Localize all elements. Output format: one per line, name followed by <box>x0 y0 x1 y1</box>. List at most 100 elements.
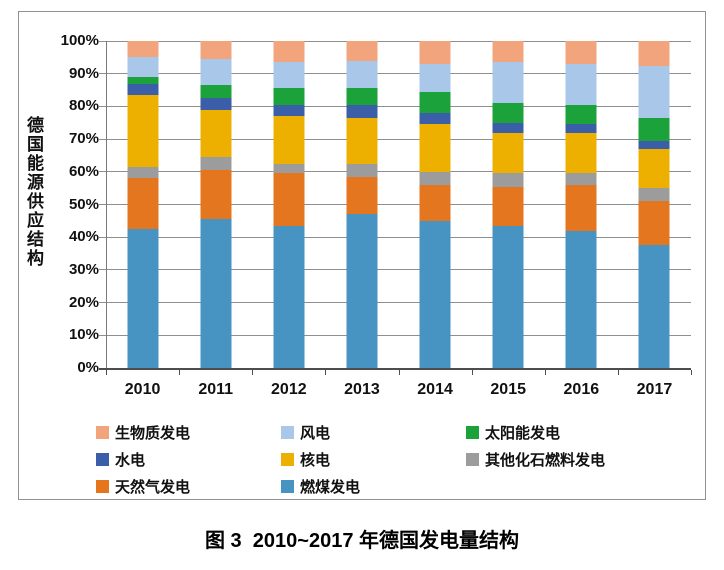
bar-segment <box>127 77 159 84</box>
stacked-bar-2012 <box>273 41 305 368</box>
bar-segment <box>200 41 232 60</box>
x-axis <box>99 368 691 370</box>
y-tick-label-100: 100% <box>60 32 99 49</box>
bar-column-2014 <box>399 41 472 368</box>
x-axis-tick <box>691 370 692 375</box>
bar-segment <box>638 117 670 141</box>
bar-segment <box>565 41 597 64</box>
stacked-bar-2017 <box>638 41 670 368</box>
gridline-60 <box>99 171 691 173</box>
bar-segment <box>638 148 670 189</box>
bar-segment <box>346 88 378 105</box>
gridline-70 <box>99 138 691 140</box>
x-tick-label-2016: 2016 <box>563 381 600 398</box>
bar-segment <box>346 60 378 89</box>
gridline-50 <box>99 204 691 205</box>
gridline-40 <box>99 236 691 238</box>
bar-segment <box>565 104 597 125</box>
x-tick-label-2017: 2017 <box>636 381 673 398</box>
bar-segment <box>492 186 524 226</box>
bar-segment <box>638 41 670 66</box>
figure-caption: 图 3 2010~2017 年德国发电量结构 <box>204 530 519 552</box>
y-tick-label-20: 20% <box>68 293 99 311</box>
x-tick-label-2012: 2012 <box>271 381 307 398</box>
bar-segment <box>492 132 524 174</box>
bar-segment <box>346 176 378 215</box>
x-axis-tick <box>398 370 400 375</box>
bar-segment <box>273 116 305 164</box>
bar-segment <box>565 184 597 231</box>
bar-segment <box>273 163 305 174</box>
bar-segment <box>127 94 159 167</box>
bar-segment <box>127 229 159 368</box>
bar-segment <box>200 98 232 110</box>
legend-label: 燃煤发电 <box>300 479 361 496</box>
x-axis-tick <box>544 370 546 375</box>
bar-segment <box>346 117 378 164</box>
legend-label: 水电 <box>115 452 146 469</box>
bar-segment <box>419 184 451 221</box>
legend-swatch <box>466 453 479 466</box>
bar-column-2011 <box>179 41 252 368</box>
bar-column-2017 <box>618 41 691 368</box>
y-axis-title: 德国能源供应结构 <box>24 116 43 268</box>
stacked-bar-2014 <box>419 41 451 368</box>
y-tick-label-50: 50% <box>68 195 99 213</box>
x-tick-label-2011: 2011 <box>198 381 234 398</box>
legend-label: 风电 <box>300 425 331 442</box>
bar-segment <box>273 104 305 117</box>
bar-column-2010 <box>106 41 179 368</box>
y-tick-label-0: 0% <box>77 359 99 376</box>
x-tick-label-2015: 2015 <box>490 381 526 398</box>
x-tick-label-2014: 2014 <box>417 381 453 398</box>
x-axis-tick <box>252 370 254 375</box>
gridline-90 <box>99 73 691 75</box>
gridline-30 <box>99 269 691 271</box>
stacked-bar-2016 <box>565 41 597 368</box>
legend: 生物质发电 风电 太阳能发电 水电 核电 其他化石燃料发电 天然气发电 燃煤发电 <box>96 419 692 500</box>
bar-segment <box>565 124 597 133</box>
legend-label: 太阳能发电 <box>485 425 561 442</box>
stacked-bar-2015 <box>492 41 524 368</box>
bar-segment <box>346 104 378 118</box>
gridline-80 <box>99 105 691 107</box>
legend-swatch <box>281 426 294 439</box>
bar-segment <box>200 59 232 86</box>
chart-panel: 德国能源供应结构 2010 2011 2012 2013 2014 2015 2016 201… <box>18 11 706 500</box>
bar-segment <box>492 41 524 63</box>
bar-segment <box>419 41 451 64</box>
bar-segment <box>346 163 378 177</box>
bar-segment <box>200 85 232 99</box>
x-tick-label-2013: 2013 <box>344 381 380 398</box>
y-axis <box>106 41 107 369</box>
gridline-20 <box>99 302 691 304</box>
x-axis-tick <box>106 370 107 375</box>
bar-segment <box>492 225 524 368</box>
stacked-bar-2010 <box>127 41 159 368</box>
bar-segment <box>492 62 524 104</box>
y-tick-label-80: 80% <box>68 97 99 115</box>
bar-segment <box>565 230 597 368</box>
bar-segment <box>638 245 670 368</box>
bar-segment <box>492 122 524 133</box>
legend-item: 生物质发电 <box>96 422 281 443</box>
bar-segment <box>419 63 451 92</box>
bar-segment <box>638 65 670 118</box>
bar-segment <box>638 140 670 149</box>
bar-segment <box>273 41 305 63</box>
legend-swatch <box>96 480 109 493</box>
bar-segment <box>492 173 524 187</box>
legend-item: 风电 <box>281 422 466 443</box>
bar-segment <box>419 171 451 185</box>
legend-item: 天然气发电 <box>96 476 281 497</box>
legend-item: 燃煤发电 <box>281 476 466 497</box>
bar-segment <box>565 132 597 174</box>
bar-segment <box>200 170 232 220</box>
legend-label: 生物质发电 <box>115 425 191 442</box>
y-tick-label-90: 90% <box>68 64 99 82</box>
bar-segment <box>419 112 451 125</box>
bar-segment <box>565 63 597 105</box>
plot-area: 2010 2011 2012 2013 2014 2015 2016 2017 <box>99 40 692 398</box>
legend-label: 天然气发电 <box>115 479 191 496</box>
